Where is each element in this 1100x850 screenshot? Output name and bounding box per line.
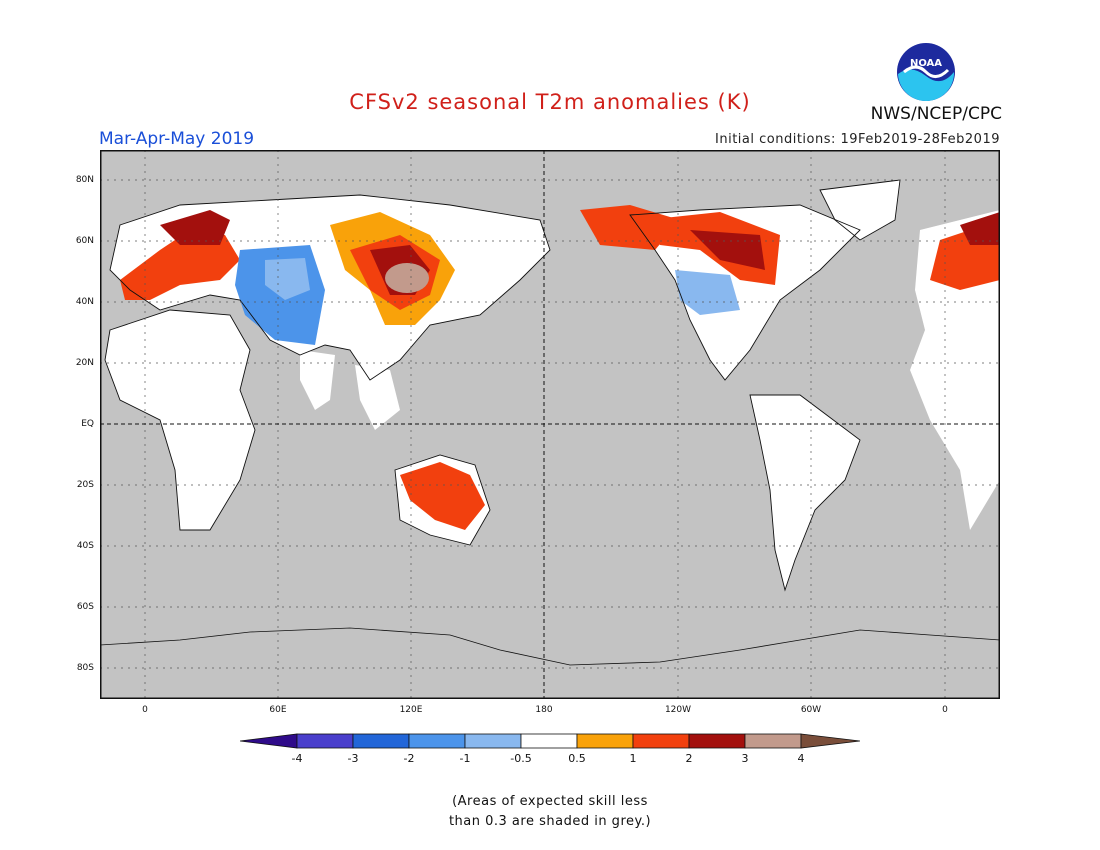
- map-frame: [100, 150, 1000, 699]
- colorbar-label: -2: [403, 752, 415, 765]
- colorbar-label: -3: [347, 752, 359, 765]
- colorbar-segment: [296, 733, 354, 749]
- lon-label: 0: [942, 705, 948, 715]
- colorbar-segment: [576, 733, 634, 749]
- lon-label: 120W: [664, 705, 692, 715]
- colorbar-segment: [688, 733, 746, 749]
- colorbar-segment: [464, 733, 522, 749]
- colorbar-label: 1: [629, 752, 637, 765]
- colorbar-label: 4: [797, 752, 805, 765]
- colorbar-segment: [352, 733, 410, 749]
- colorbar-arrow-high: [800, 733, 860, 749]
- anomaly-patches: [120, 205, 1000, 530]
- lon-label: 0: [142, 705, 148, 715]
- colorbar-segment: [632, 733, 690, 749]
- map-title: CFSv2 seasonal T2m anomalies (K): [349, 90, 751, 114]
- colorbar-label: 3: [741, 752, 749, 765]
- anomaly-map: [100, 150, 1000, 699]
- colorbar: [240, 733, 860, 749]
- colorbar-segment: [520, 733, 578, 749]
- colorbar-arrow-low: [240, 733, 298, 749]
- colorbar-label: -4: [291, 752, 303, 765]
- colorbar-segment: [408, 733, 466, 749]
- lat-label: 20N: [75, 358, 94, 368]
- lat-label: 40N: [75, 297, 94, 307]
- season-label: Mar-Apr-May 2019: [99, 129, 255, 149]
- lat-label: 40S: [76, 541, 94, 551]
- lon-label: 120E: [399, 705, 423, 715]
- lat-label: 60N: [75, 236, 94, 246]
- lat-label: 60S: [76, 602, 94, 612]
- logo-text: NOAA: [910, 58, 942, 69]
- lon-label: 60W: [800, 705, 822, 715]
- skill-note-line: (Areas of expected skill less: [452, 794, 648, 809]
- lon-label: 60E: [269, 705, 287, 715]
- skill-note-line: than 0.3 are shaded in grey.): [448, 814, 652, 829]
- agency-label: NWS/NCEP/CPC: [870, 104, 1002, 124]
- colorbar-label: 2: [685, 752, 693, 765]
- lat-label: EQ: [81, 419, 94, 429]
- colorbar-segment: [744, 733, 802, 749]
- lat-label: 80S: [76, 663, 94, 673]
- lat-label: 80N: [75, 175, 94, 185]
- colorbar-label: 0.5: [568, 752, 586, 765]
- noaa-logo-icon: NOAA: [897, 43, 955, 102]
- colorbar-label: -1: [459, 752, 471, 765]
- colorbar-label: -0.5: [510, 752, 532, 765]
- coastlines: [104, 179, 901, 592]
- lat-label: 20S: [76, 480, 94, 490]
- initial-conditions-label: Initial conditions: 19Feb2019-28Feb2019: [715, 132, 1000, 147]
- lon-label: 180: [535, 705, 553, 715]
- skill-note: (Areas of expected skill less than 0.3 a…: [0, 792, 1100, 832]
